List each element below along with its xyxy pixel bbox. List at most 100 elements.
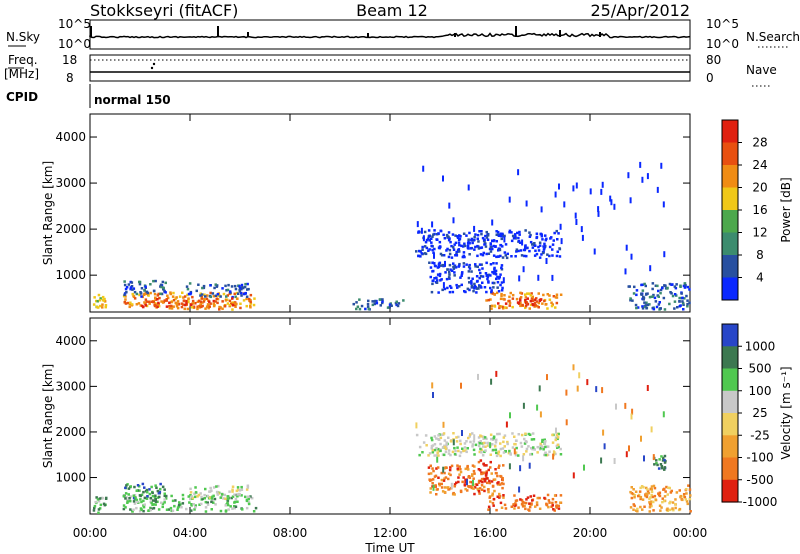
data-cell [451,269,454,272]
data-cell [424,240,428,244]
data-cell [245,499,249,503]
data-cell [643,505,646,508]
data-cell [224,284,227,288]
data-cell [495,291,499,295]
data-cell [186,287,190,291]
data-cell [447,276,451,279]
data-cell [442,254,446,257]
data-cell [519,304,522,308]
colorbar-swatch [722,210,738,233]
data-cell [124,298,127,301]
data-cell [159,487,162,491]
data-cell [551,303,554,306]
data-cell [532,446,535,449]
data-cell [523,442,527,445]
data-cell [443,471,446,475]
data-cell [488,247,492,251]
data-cell [233,284,237,288]
data-cell [495,454,499,458]
data-cell [536,451,539,454]
freq-panel [89,54,691,82]
data-cell [689,510,692,513]
data-cell [650,426,653,433]
data-cell [432,233,435,236]
data-cell [97,293,101,297]
data-cell [659,288,663,292]
data-cell [421,245,424,249]
data-cell [668,486,671,490]
data-cell [521,303,524,307]
data-cell [646,303,650,307]
data-cell [477,460,481,464]
data-cell [554,436,558,439]
data-cell [511,432,514,435]
data-cell [468,476,472,479]
data-cell [371,300,374,303]
data-cell [241,286,244,289]
data-cell [139,291,142,294]
data-cell [493,266,496,270]
data-cell [506,252,509,256]
data-cell [646,489,650,493]
data-cell [207,306,210,310]
data-cell [450,256,454,259]
data-cell [204,506,208,509]
data-cell [460,382,462,389]
data-cell [171,499,175,503]
nsearch-label: N.Search [746,30,800,44]
data-cell [543,299,546,303]
data-cell [551,501,554,505]
data-cell [473,472,476,475]
data-cell [494,245,497,248]
data-cell [135,303,139,306]
data-cell [240,494,243,497]
data-cell [515,250,518,253]
data-cell [452,432,455,435]
data-cell [448,284,452,288]
data-cell [471,241,474,245]
data-cell [185,299,188,303]
data-cell [459,442,462,446]
data-cell [499,244,502,247]
data-cell [649,496,652,499]
data-cell [422,235,425,242]
data-cell [508,463,511,470]
data-cell [546,493,550,497]
data-cell [364,307,367,311]
data-cell [497,290,501,293]
data-cell [129,286,133,289]
data-cell [497,482,501,486]
colorbar-tick-label: 4 [756,271,764,285]
data-cell [185,303,188,306]
data-cell [679,494,683,498]
data-cell [211,292,215,295]
data-cell [481,281,484,284]
data-cell [659,509,662,512]
data-cell [555,301,559,305]
data-cell [458,243,461,247]
data-cell [210,489,213,492]
data-cell [145,300,149,303]
data-cell [684,284,687,287]
data-cell [630,253,633,260]
data-cell [469,480,472,484]
data-cell [437,434,440,437]
data-cell [485,290,488,294]
data-cell [139,494,142,498]
data-cell [646,488,649,491]
data-cell [529,294,533,297]
data-cell [538,244,542,247]
data-cell [502,436,506,439]
data-cell [442,175,444,182]
data-cell [601,181,604,188]
data-cell [436,456,439,463]
data-cell [493,478,497,481]
data-cell [124,295,127,298]
data-cell [181,291,184,294]
data-cell [575,182,578,189]
data-cell [554,501,558,504]
data-cell [486,277,489,281]
data-cell [475,483,479,486]
data-cell [518,486,521,493]
data-cell [486,275,490,279]
